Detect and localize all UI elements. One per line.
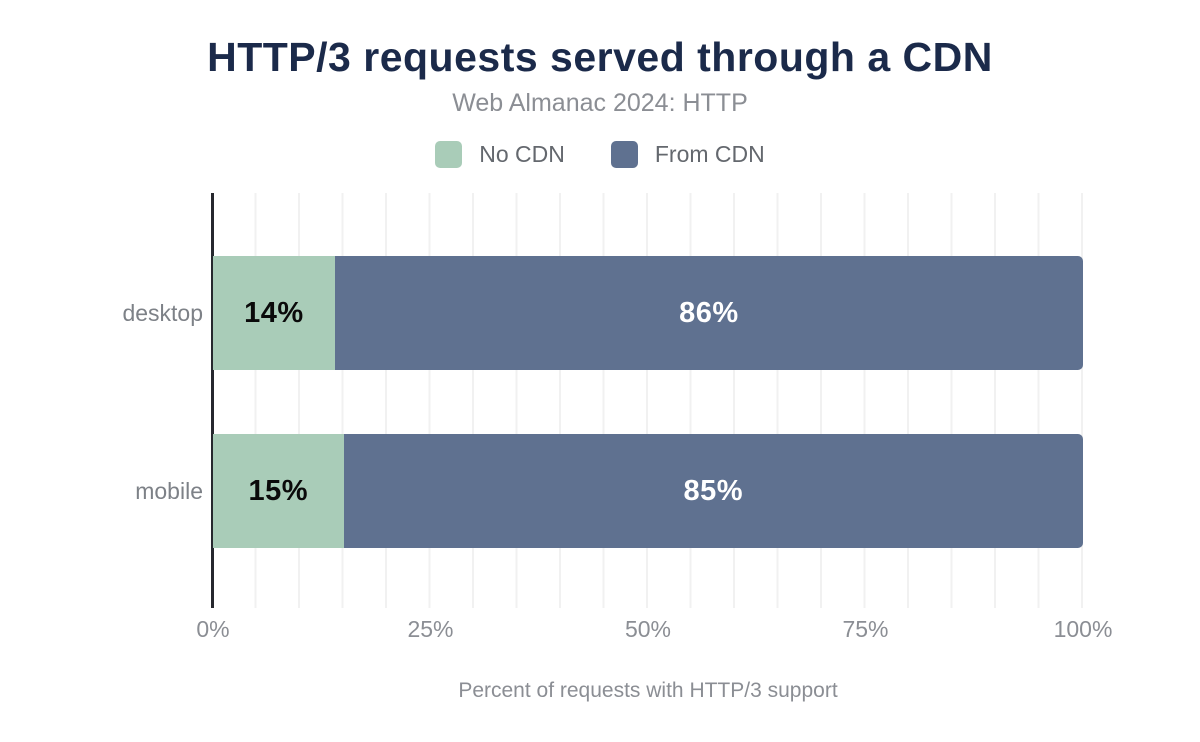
chart-subtitle: Web Almanac 2024: HTTP (452, 89, 748, 117)
legend-item-from-cdn: From CDN (610, 141, 765, 168)
bar-segment-no-cdn-desktop: 14% (213, 256, 335, 370)
chart-title: HTTP/3 requests served through a CDN (207, 34, 993, 80)
plot-area: desktop 14% 86% mobile 15% 85% (122, 193, 1083, 608)
x-tick-label: 75% (842, 616, 889, 642)
x-axis-title: Percent of requests with HTTP/3 support (458, 679, 838, 702)
legend-item-no-cdn: No CDN (435, 141, 565, 168)
legend-label: From CDN (654, 141, 765, 167)
category-label-desktop: desktop (122, 299, 203, 326)
category-label-mobile: mobile (135, 477, 203, 504)
x-tick-label: 0% (196, 616, 230, 642)
bar-value-label: 86% (679, 296, 739, 329)
bar-segment-from-cdn-mobile: 85% (343, 434, 1083, 548)
bar-value-label: 15% (248, 474, 309, 507)
bar-row-desktop: desktop 14% 86% (122, 256, 1083, 370)
y-axis-line (211, 193, 214, 608)
bar-segment-no-cdn-mobile: 15% (213, 434, 344, 548)
x-tick-label: 25% (407, 616, 454, 642)
x-tick-label: 100% (1053, 616, 1113, 642)
from-cdn-swatch-icon (610, 141, 638, 168)
bar-row-mobile: mobile 15% 85% (135, 434, 1083, 548)
bar-segment-from-cdn-desktop: 86% (334, 256, 1083, 370)
bar-value-label: 85% (683, 474, 744, 507)
bar-value-label: 14% (244, 296, 304, 329)
legend: No CDN From CDN (0, 141, 1200, 168)
x-tick-label: 50% (624, 616, 672, 642)
no-cdn-swatch-icon (435, 141, 463, 168)
x-axis-ticks: 0% 25% 50% 75% 100% (196, 616, 1112, 646)
legend-label: No CDN (479, 141, 565, 167)
